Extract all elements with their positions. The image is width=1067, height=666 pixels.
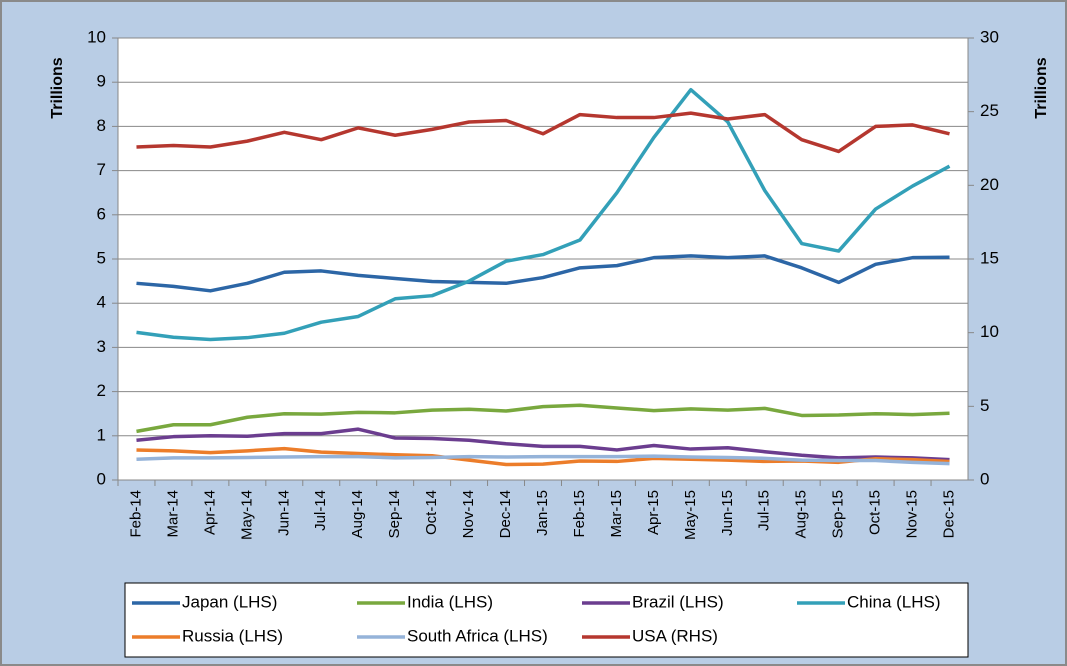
x-tick-label: May-15 — [682, 490, 699, 540]
x-tick-label: Mar-14 — [164, 490, 181, 538]
legend-label: China (LHS) — [847, 592, 941, 611]
x-tick-label: Dec-15 — [940, 490, 957, 538]
x-tick-label: Sep-15 — [830, 490, 847, 538]
x-tick-label: Nov-15 — [904, 490, 921, 538]
y-tick-label: 10 — [87, 27, 106, 46]
legend-label: Japan (LHS) — [182, 592, 277, 611]
legend-label: USA (RHS) — [632, 626, 718, 645]
x-tick-label: Aug-14 — [349, 490, 366, 538]
x-tick-label: Dec-14 — [497, 490, 514, 538]
y-tick-label: 1 — [97, 425, 106, 444]
y-tick-label: 2 — [97, 381, 106, 400]
legend-box — [124, 582, 969, 658]
series-line — [136, 454, 950, 466]
x-tick-label: Apr-14 — [201, 490, 218, 535]
series-line — [136, 111, 950, 154]
y-tick-label: 5 — [97, 248, 106, 267]
x-tick-label: Jul-14 — [312, 490, 329, 531]
legend-label: India (LHS) — [407, 592, 493, 611]
legend-label: South Africa (LHS) — [407, 626, 548, 645]
x-tick-label: Mar-15 — [608, 490, 625, 538]
x-tick-label: Nov-14 — [460, 490, 477, 538]
y2-tick-label: 25 — [980, 101, 999, 120]
x-tick-label: Sep-14 — [386, 490, 403, 538]
y-tick-label: 6 — [97, 204, 106, 223]
x-tick-label: May-14 — [238, 490, 255, 540]
y2-tick-label: 5 — [980, 396, 989, 415]
series-line — [136, 427, 950, 462]
series-line — [136, 403, 950, 434]
y2-tick-label: 10 — [980, 322, 999, 341]
y-axis-label: Trillions — [49, 57, 66, 118]
x-tick-label: Aug-15 — [793, 490, 810, 538]
y2-tick-label: 15 — [980, 248, 999, 267]
y-tick-label: 4 — [97, 293, 106, 312]
y2-tick-label: 20 — [980, 175, 999, 194]
y-tick-label: 3 — [97, 337, 106, 356]
x-tick-label: Feb-15 — [571, 490, 588, 538]
legend-label: Brazil (LHS) — [632, 592, 724, 611]
x-tick-label: Jul-15 — [756, 490, 773, 531]
x-tick-label: Jun-14 — [275, 490, 292, 536]
y2-tick-label: 0 — [980, 469, 989, 488]
y-tick-label: 9 — [97, 72, 106, 91]
x-tick-label: Oct-14 — [423, 490, 440, 535]
x-tick-label: Jan-15 — [534, 490, 551, 536]
y-tick-label: 7 — [97, 160, 106, 179]
y-tick-label: 0 — [97, 469, 106, 488]
y-tick-label: 8 — [97, 116, 106, 135]
series-line — [136, 87, 951, 342]
series-line — [136, 254, 950, 293]
y2-axis-label: Trillions — [1033, 57, 1050, 118]
x-tick-label: Feb-14 — [127, 490, 144, 538]
x-tick-label: Apr-15 — [645, 490, 662, 535]
x-tick-label: Jun-15 — [719, 490, 736, 536]
y2-tick-label: 30 — [980, 27, 999, 46]
legend-label: Russia (LHS) — [182, 626, 283, 645]
x-tick-label: Oct-15 — [867, 490, 884, 535]
